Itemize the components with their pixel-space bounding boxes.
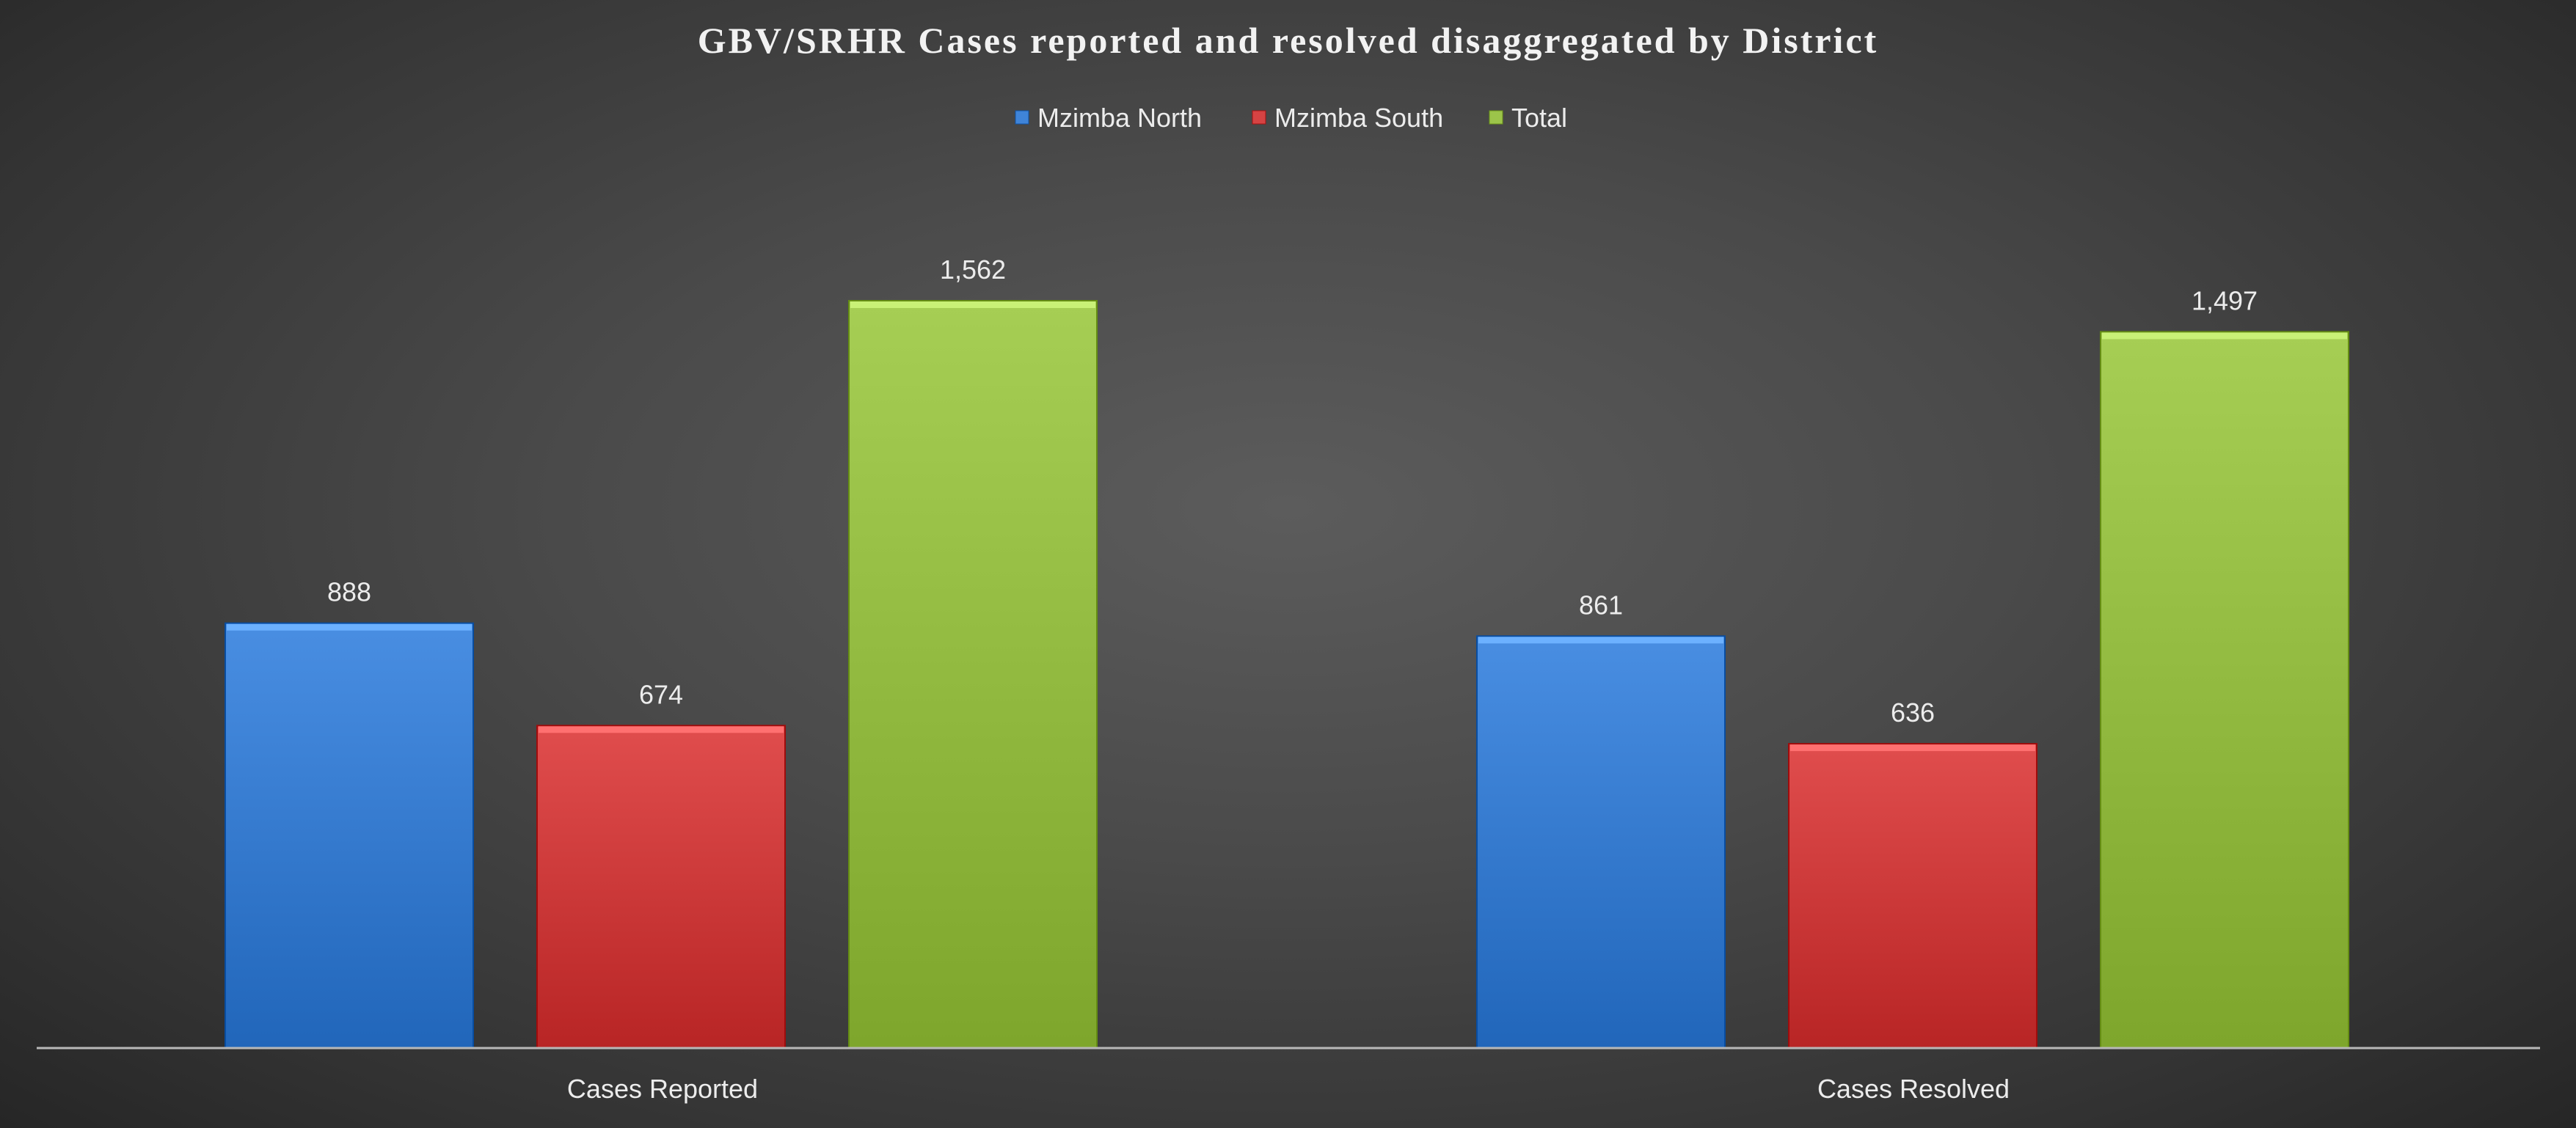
bar-bevel-total-cases-resolved	[2102, 332, 2347, 340]
bar-mzimba-south-cases-resolved	[1788, 743, 2037, 1049]
bar-mzimba-south-cases-reported	[536, 725, 786, 1049]
bar-total-cases-reported	[848, 300, 1098, 1049]
category-label-cases-resolved: Cases Resolved	[1817, 1074, 2010, 1104]
legend-marker-total	[1489, 110, 1503, 125]
legend-marker-mzimba-south	[1252, 110, 1266, 125]
legend: Mzimba North Mzimba South Total	[1015, 103, 1567, 133]
bar-bevel-mzimba-north-cases-resolved	[1478, 637, 1723, 644]
bar-bevel-mzimba-south-cases-resolved	[1790, 744, 2035, 752]
data-label-mzimba-south-cases-resolved: 636	[1891, 697, 1935, 728]
category-labels: Cases Reported Cases Resolved	[567, 1074, 2010, 1104]
bar-bevel-mzimba-south-cases-reported	[539, 726, 784, 733]
bar-mzimba-north-cases-resolved	[1476, 635, 1726, 1049]
bar-total-cases-resolved	[2100, 331, 2349, 1049]
data-label-total-cases-resolved: 1,497	[2192, 285, 2258, 315]
bars: 888 674 1,562 861 636 1,497	[225, 254, 2349, 1049]
bar-bevel-total-cases-reported	[850, 301, 1095, 308]
data-label-mzimba-north-cases-resolved: 861	[1579, 590, 1623, 620]
bar-mzimba-north-cases-reported	[225, 622, 474, 1049]
legend-marker-mzimba-north	[1015, 110, 1029, 125]
data-label-total-cases-reported: 1,562	[940, 254, 1006, 285]
data-label-mzimba-north-cases-reported: 888	[327, 577, 371, 607]
data-label-mzimba-south-cases-reported: 674	[639, 679, 683, 709]
bar-bevel-mzimba-north-cases-reported	[227, 623, 472, 631]
legend-label-mzimba-south: Mzimba South	[1274, 103, 1443, 133]
chart-title: GBV/SRHR Cases reported and resolved dis…	[697, 20, 1879, 61]
category-label-cases-reported: Cases Reported	[567, 1074, 758, 1104]
legend-label-total: Total	[1511, 103, 1567, 133]
legend-label-mzimba-north: Mzimba North	[1037, 103, 1202, 133]
